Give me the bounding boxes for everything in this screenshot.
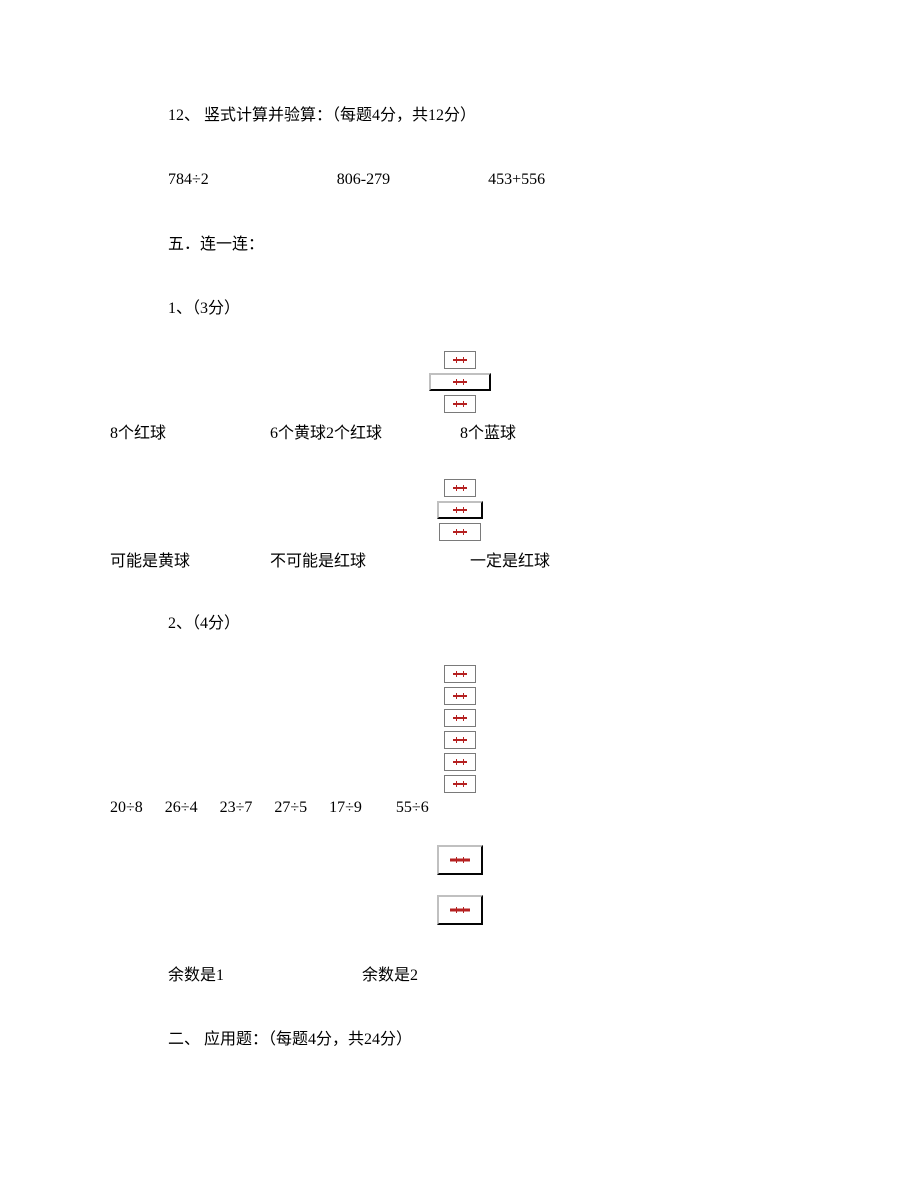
q2-answers: 余数是1 余数是2 <box>110 965 810 987</box>
q2-ans-a: 余数是1 <box>168 967 224 984</box>
broken-image-icon <box>444 731 476 749</box>
q1-bottom-c: 一定是红球 <box>470 547 550 571</box>
q1-bottom-b: 不可能是红球 <box>270 547 470 571</box>
section5-heading: 五．连一连： <box>110 234 810 256</box>
q12-heading: 12、 竖式计算并验算：（每题4分，共12分） <box>110 105 810 127</box>
broken-image-icon <box>444 709 476 727</box>
q2-exp2: 23÷7 <box>220 799 253 817</box>
q1-bottom-images <box>110 479 810 541</box>
broken-image-icon <box>444 479 476 497</box>
q1-bottom-a: 可能是黄球 <box>110 547 270 571</box>
section2-heading-text: 二、 应用题：（每题4分，共24分） <box>168 1031 412 1048</box>
broken-image-icon <box>444 753 476 771</box>
q1-top-images <box>110 351 810 413</box>
broken-image-icon <box>444 351 476 369</box>
q2-exp1: 26÷4 <box>165 799 198 817</box>
broken-image-icon <box>444 665 476 683</box>
section2-heading: 二、 应用题：（每题4分，共24分） <box>110 1029 810 1051</box>
q2-exp5: 55÷6 <box>396 799 429 817</box>
broken-image-icon <box>444 775 476 793</box>
q1-heading-text: 1、（3分） <box>168 300 240 317</box>
q2-image-stack <box>110 665 810 793</box>
broken-image-icon <box>429 373 491 391</box>
q12-expr2: 806-279 <box>337 171 390 188</box>
broken-image-icon <box>444 395 476 413</box>
q12-expr1: 784÷2 <box>168 171 209 188</box>
exam-page: 12、 竖式计算并验算：（每题4分，共12分） 784÷2 806-279 45… <box>0 0 920 1052</box>
q2-heading-text: 2、（4分） <box>168 615 240 632</box>
q1-label-a: 8个红球 <box>110 419 270 443</box>
q12-expr3: 453+556 <box>488 171 545 188</box>
broken-image-icon <box>439 523 481 541</box>
q12-expressions: 784÷2 806-279 453+556 <box>110 169 810 191</box>
broken-image-icon <box>444 687 476 705</box>
q1-heading: 1、（3分） <box>110 298 810 320</box>
q1-top-labels: 8个红球 6个黄球2个红球 8个蓝球 <box>110 419 810 443</box>
q2-big-image2 <box>110 895 810 925</box>
q2-heading: 2、（4分） <box>110 613 810 635</box>
broken-image-icon <box>437 501 483 519</box>
section5-heading-text: 五．连一连： <box>168 236 264 253</box>
image-stack <box>444 665 476 793</box>
broken-image-icon <box>437 845 483 875</box>
q2-exp3: 27÷5 <box>274 799 307 817</box>
q2-exp4: 17÷9 <box>329 799 362 817</box>
q2-exp0: 20÷8 <box>110 799 143 817</box>
q2-expressions: 20÷8 26÷4 23÷7 27÷5 17÷9 55÷6 <box>110 799 810 817</box>
q12-heading-text: 12、 竖式计算并验算：（每题4分，共12分） <box>168 107 476 124</box>
q1-bottom-labels: 可能是黄球 不可能是红球 一定是红球 <box>110 547 810 571</box>
broken-image-icon <box>437 895 483 925</box>
q1-label-b: 6个黄球2个红球 <box>270 419 460 443</box>
image-stack <box>437 479 483 541</box>
q2-big-image1 <box>110 845 810 875</box>
q1-label-c: 8个蓝球 <box>460 419 516 443</box>
q2-ans-b: 余数是2 <box>362 967 418 984</box>
image-stack <box>429 351 491 413</box>
